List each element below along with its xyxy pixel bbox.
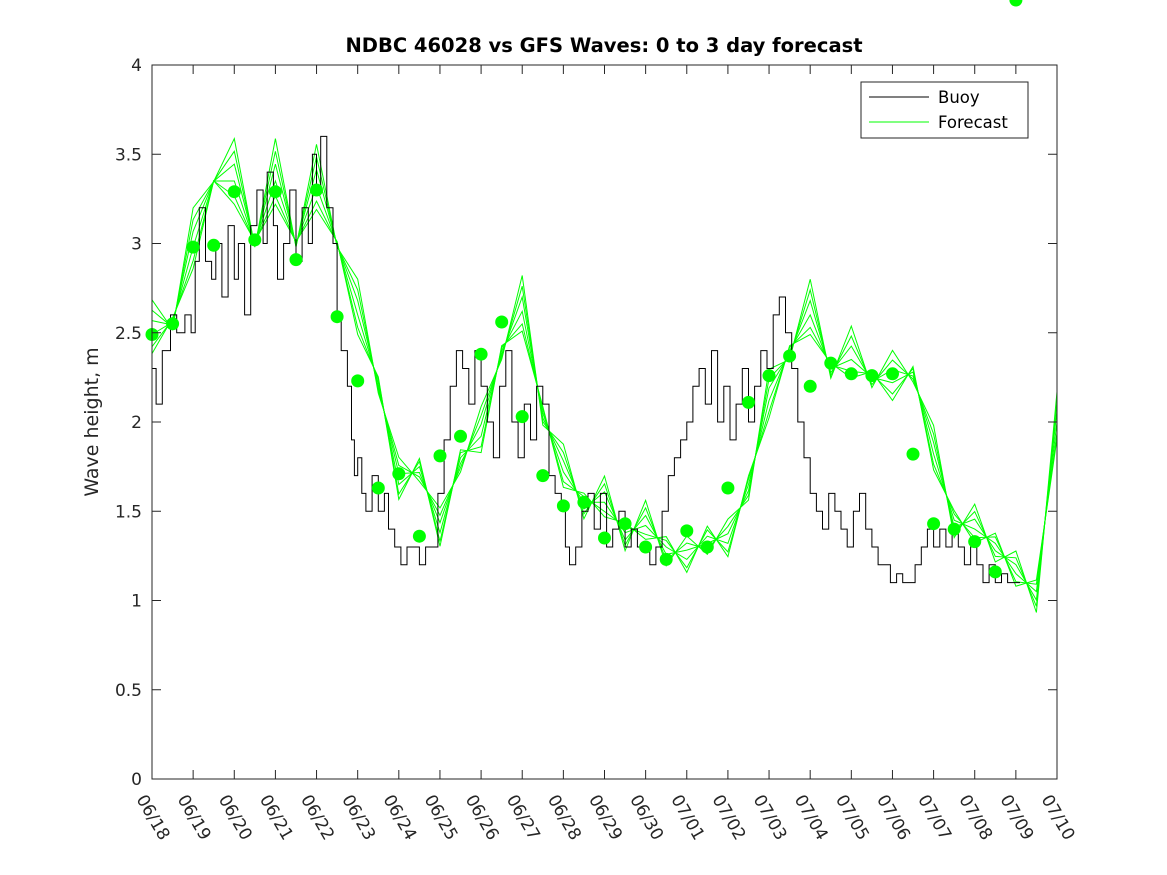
legend: Buoy Forecast (860, 81, 1029, 139)
forecast-point (988, 565, 1002, 579)
forecast-point (598, 531, 611, 545)
chart-title: NDBC 46028 vs GFS Waves: 0 to 3 day fore… (345, 34, 862, 57)
forecast-point (927, 517, 941, 531)
forecast-point (618, 517, 632, 531)
y-tick-label: 1.5 (115, 502, 142, 522)
forecast-point (371, 481, 385, 495)
forecast-point (310, 183, 323, 197)
y-tick-label: 4 (131, 56, 142, 76)
forecast-point (865, 369, 879, 383)
forecast-series-line (151, 150, 1058, 607)
forecast-series-line (151, 137, 1058, 613)
forecast-point (186, 240, 200, 254)
forecast-point (556, 499, 570, 513)
forecast-point (680, 524, 694, 538)
buoy-series-line (152, 135, 1020, 584)
forecast-point (515, 410, 529, 424)
forecast-point (824, 356, 838, 370)
forecast-point (639, 540, 653, 554)
forecast-point (783, 349, 797, 363)
legend-label-forecast: Forecast (938, 113, 1008, 132)
forecast-point (947, 522, 961, 536)
forecast-point (886, 367, 899, 381)
forecast-point (577, 495, 591, 509)
forecast-point (433, 449, 447, 463)
y-tick-label: 2 (131, 413, 142, 433)
y-tick-label: 0 (131, 770, 142, 790)
forecast-series-line (151, 179, 1058, 593)
forecast-point (454, 429, 467, 443)
y-axis-ticks: 0 0.5 1 1.5 2 2.5 3 3.5 4 (115, 56, 1057, 790)
forecast-lines (151, 137, 1058, 613)
forecast-point (659, 552, 673, 566)
y-tick-label: 3 (131, 235, 142, 255)
forecast-point (227, 185, 241, 199)
forecast-point (968, 535, 982, 549)
forecast-points (145, 0, 1023, 579)
forecast-point (742, 395, 755, 409)
y-tick-label: 1 (131, 592, 142, 612)
y-tick-label: 2.5 (115, 324, 142, 344)
legend-label-buoy: Buoy (938, 88, 980, 107)
forecast-series-line (151, 163, 1058, 602)
forecast-point (803, 379, 817, 393)
forecast-point (412, 529, 426, 543)
forecast-point (166, 317, 180, 331)
forecast-point (248, 233, 262, 247)
forecast-point (268, 185, 282, 199)
forecast-point (289, 253, 303, 267)
forecast-point (474, 347, 488, 361)
forecast-point (495, 315, 509, 329)
y-axis-label: Wave height, m (81, 347, 103, 496)
forecast-point (330, 310, 344, 324)
buoy-line (152, 135, 1020, 584)
forecast-point (700, 540, 714, 554)
forecast-point (351, 374, 365, 388)
forecast-point (207, 238, 221, 252)
forecast-point (906, 447, 920, 461)
forecast-point (392, 467, 406, 481)
forecast-point (536, 469, 550, 483)
y-tick-label: 3.5 (115, 145, 142, 165)
forecast-point (844, 367, 858, 381)
forecast-series-line (151, 179, 1058, 587)
legend-box (860, 81, 1029, 139)
forecast-point (1009, 0, 1023, 7)
forecast-point (762, 369, 776, 383)
plot-area (152, 65, 1057, 779)
y-tick-label: 0.5 (115, 681, 142, 701)
forecast-point (721, 481, 735, 495)
